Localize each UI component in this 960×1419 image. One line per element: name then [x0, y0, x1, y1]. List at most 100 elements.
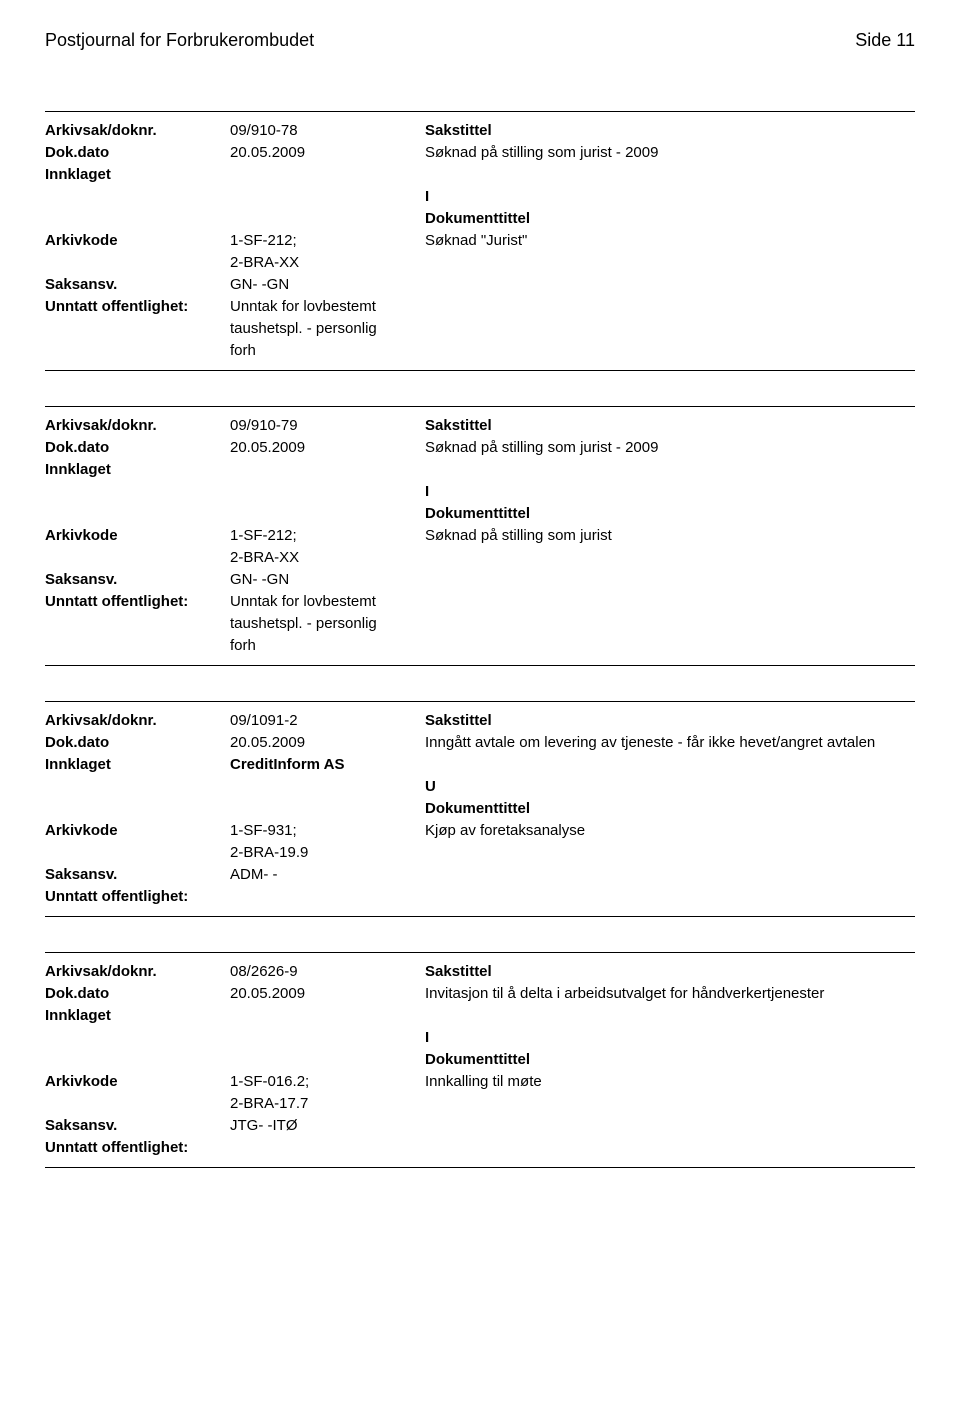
sakstittel-label: Sakstittel: [425, 415, 915, 436]
dokdato-value: 20.05.2009: [230, 142, 425, 163]
arkivkode-value1: 1-SF-212;: [230, 525, 425, 546]
row: Arkivsak/doknr.08/2626-9Sakstittel: [45, 961, 915, 983]
innklaget-label: Innklaget: [45, 459, 230, 480]
row: 2-BRA-XX: [45, 252, 915, 274]
saksansv-value: ADM- -: [230, 864, 425, 885]
row: Innklaget: [45, 1005, 915, 1027]
row: Arkivsak/doknr.09/1091-2Sakstittel: [45, 710, 915, 732]
arkivkode-value2: 2-BRA-XX: [230, 547, 425, 568]
divider: [45, 1167, 915, 1168]
dokdato-label: Dok.dato: [45, 983, 230, 1004]
saksansv-label: Saksansv.: [45, 864, 230, 885]
dokumenttittel-value: Søknad "Jurist": [425, 230, 915, 251]
row: Dok.dato20.05.2009Søknad på stilling som…: [45, 142, 915, 164]
row: InnklagetCreditInform AS: [45, 754, 915, 776]
sakstittel-label: Sakstittel: [425, 120, 915, 141]
row: forh: [45, 635, 915, 657]
divider: [45, 665, 915, 666]
row: Innklaget: [45, 164, 915, 186]
unntatt-value1: Unntak for lovbestemt: [230, 591, 425, 612]
row: taushetspl. - personlig: [45, 318, 915, 340]
arkivkode-value2: 2-BRA-XX: [230, 252, 425, 273]
dokumenttittel-label: Dokumenttittel: [425, 503, 915, 524]
sakstittel-label: Sakstittel: [425, 961, 915, 982]
row: Unntatt offentlighet:Unntak for lovbeste…: [45, 296, 915, 318]
row: Dok.dato20.05.2009Søknad på stilling som…: [45, 437, 915, 459]
arkivkode-value1: 1-SF-212;: [230, 230, 425, 251]
row: Saksansv.GN- -GN: [45, 569, 915, 591]
dokumenttittel-label: Dokumenttittel: [425, 1049, 915, 1070]
arkivsak-value: 09/910-78: [230, 120, 425, 141]
row: U: [45, 776, 915, 798]
dokdato-value: 20.05.2009: [230, 732, 425, 753]
dokdato-label: Dok.dato: [45, 437, 230, 458]
arkivsak-label: Arkivsak/doknr.: [45, 961, 230, 982]
innklaget-label: Innklaget: [45, 1005, 230, 1026]
arkivsak-value: 08/2626-9: [230, 961, 425, 982]
row: taushetspl. - personlig: [45, 613, 915, 635]
row: forh: [45, 340, 915, 362]
saksansv-value: GN- -GN: [230, 274, 425, 295]
divider: [45, 111, 915, 112]
unntatt-value2: taushetspl. - personlig: [230, 613, 425, 634]
row: I: [45, 481, 915, 503]
unntatt-value2: taushetspl. - personlig: [230, 318, 425, 339]
unntatt-value1: Unntak for lovbestemt: [230, 296, 425, 317]
arkivkode-value1: 1-SF-016.2;: [230, 1071, 425, 1092]
row: Dok.dato20.05.2009Invitasjon til å delta…: [45, 983, 915, 1005]
page-header: Postjournal for Forbrukerombudet Side 11: [45, 30, 915, 51]
row: Saksansv.ADM- -: [45, 864, 915, 886]
row: I: [45, 186, 915, 208]
arkivsak-label: Arkivsak/doknr.: [45, 415, 230, 436]
arkivkode-value2: 2-BRA-19.9: [230, 842, 425, 863]
row: Unntatt offentlighet:: [45, 1137, 915, 1159]
row: Dokumenttittel: [45, 798, 915, 820]
record: Arkivsak/doknr.08/2626-9SakstittelDok.da…: [45, 952, 915, 1168]
row: Saksansv.JTG- -ITØ: [45, 1115, 915, 1137]
dokumenttittel-value: Kjøp av foretaksanalyse: [425, 820, 915, 841]
saksansv-label: Saksansv.: [45, 569, 230, 590]
sakstittel-value: Søknad på stilling som jurist - 2009: [425, 142, 915, 163]
row: I: [45, 1027, 915, 1049]
dokumenttittel-label: Dokumenttittel: [425, 208, 915, 229]
saksansv-value: GN- -GN: [230, 569, 425, 590]
unntatt-value3: forh: [230, 340, 425, 361]
unntatt-label: Unntatt offentlighet:: [45, 591, 230, 612]
row: Dok.dato20.05.2009Inngått avtale om leve…: [45, 732, 915, 754]
dokdato-label: Dok.dato: [45, 732, 230, 753]
sakstittel-value: Søknad på stilling som jurist - 2009: [425, 437, 915, 458]
unntatt-label: Unntatt offentlighet:: [45, 886, 230, 907]
dokdato-value: 20.05.2009: [230, 437, 425, 458]
saksansv-label: Saksansv.: [45, 274, 230, 295]
record: Arkivsak/doknr.09/910-79SakstittelDok.da…: [45, 406, 915, 666]
doktype-value: I: [425, 1027, 915, 1048]
doktype-value: I: [425, 481, 915, 502]
unntatt-label: Unntatt offentlighet:: [45, 1137, 230, 1158]
row: 2-BRA-19.9: [45, 842, 915, 864]
divider: [45, 370, 915, 371]
row: Arkivkode1-SF-212;Søknad "Jurist": [45, 230, 915, 252]
arkivkode-label: Arkivkode: [45, 230, 230, 251]
row: Arkivsak/doknr.09/910-78Sakstittel: [45, 120, 915, 142]
sakstittel-label: Sakstittel: [425, 710, 915, 731]
arkivkode-value2: 2-BRA-17.7: [230, 1093, 425, 1114]
row: Arkivkode1-SF-212;Søknad på stilling som…: [45, 525, 915, 547]
arkivkode-label: Arkivkode: [45, 525, 230, 546]
saksansv-label: Saksansv.: [45, 1115, 230, 1136]
divider: [45, 701, 915, 702]
dokdato-label: Dok.dato: [45, 142, 230, 163]
row: Unntatt offentlighet:Unntak for lovbeste…: [45, 591, 915, 613]
divider: [45, 952, 915, 953]
row: Arkivsak/doknr.09/910-79Sakstittel: [45, 415, 915, 437]
row: Innklaget: [45, 459, 915, 481]
arkivsak-value: 09/910-79: [230, 415, 425, 436]
dokumenttittel-label: Dokumenttittel: [425, 798, 915, 819]
innklaget-label: Innklaget: [45, 164, 230, 185]
unntatt-value3: forh: [230, 635, 425, 656]
arkivsak-value: 09/1091-2: [230, 710, 425, 731]
arkivkode-label: Arkivkode: [45, 820, 230, 841]
row: Dokumenttittel: [45, 208, 915, 230]
divider: [45, 916, 915, 917]
dokdato-value: 20.05.2009: [230, 983, 425, 1004]
row: Unntatt offentlighet:: [45, 886, 915, 908]
